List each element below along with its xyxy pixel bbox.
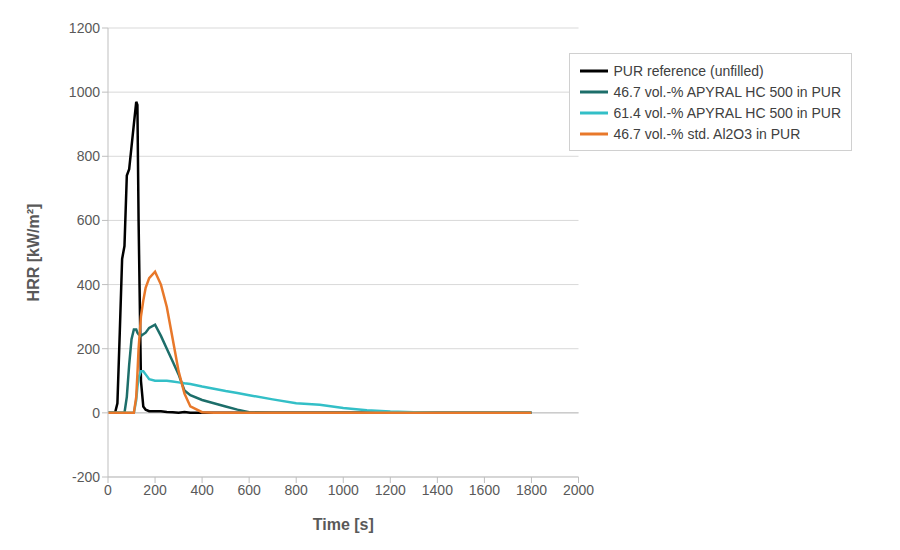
svg-text:HRR [kW/m²]: HRR [kW/m²] (25, 204, 42, 302)
svg-text:0: 0 (92, 405, 100, 421)
svg-text:0: 0 (104, 482, 112, 498)
svg-text:1600: 1600 (469, 482, 500, 498)
svg-text:400: 400 (77, 277, 101, 293)
html-text:46.7 vol.-% APYRAL HC 500 in P: 46.7 vol.-% APYRAL HC 500 in PUR (613, 83, 841, 100)
svg-text:600: 600 (237, 482, 261, 498)
svg-text:200: 200 (77, 341, 101, 357)
html-text:PUR reference (unfilled): PUR reference (unfilled) (613, 62, 764, 79)
svg-text:400: 400 (190, 482, 214, 498)
svg-text:-200: -200 (72, 469, 100, 485)
svg-text:1200: 1200 (69, 20, 100, 36)
svg-text:800: 800 (285, 482, 309, 498)
svg-text:800: 800 (77, 148, 101, 164)
svg-text:1400: 1400 (422, 482, 453, 498)
html-text:46.7 vol.-% std. Al2O3 in PUR: 46.7 vol.-% std. Al2O3 in PUR (613, 125, 801, 142)
svg-text:1000: 1000 (69, 84, 100, 100)
svg-text:600: 600 (77, 212, 101, 228)
svg-text:Time [s]: Time [s] (313, 516, 374, 533)
svg-text:200: 200 (143, 482, 167, 498)
svg-text:1800: 1800 (516, 482, 547, 498)
svg-text:1000: 1000 (328, 482, 359, 498)
svg-text:1200: 1200 (375, 482, 406, 498)
html-text:61.4 vol.-% APYRAL HC 500 in P: 61.4 vol.-% APYRAL HC 500 in PUR (613, 104, 841, 121)
svg-text:2000: 2000 (563, 482, 594, 498)
